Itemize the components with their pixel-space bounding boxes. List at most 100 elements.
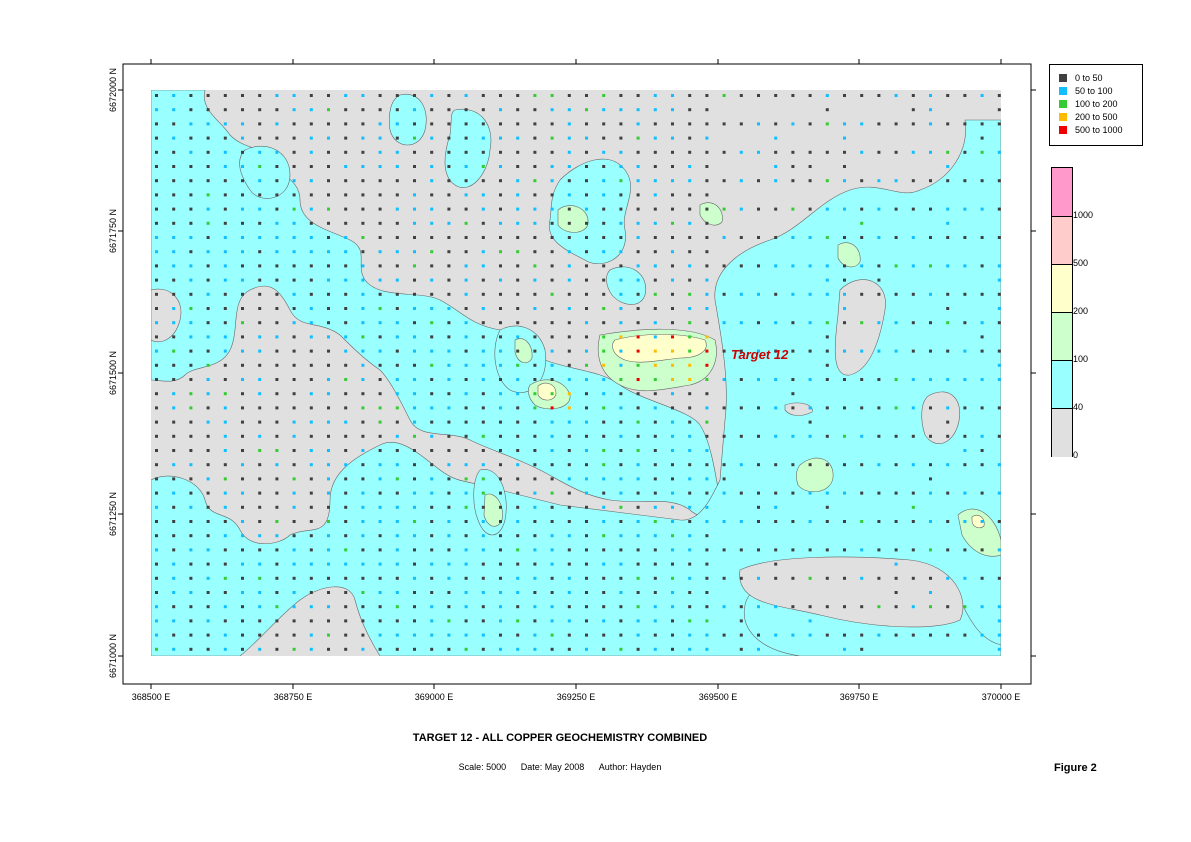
sample-point [258,264,262,268]
sample-point [619,179,623,183]
sample-point [206,108,210,112]
sample-point [894,236,898,239]
sample-point [653,449,657,452]
sample-point [447,278,451,282]
sample-point [739,434,743,438]
sample-point [378,108,382,112]
sample-point [241,619,244,623]
sample-point [688,576,692,580]
sample-point [602,250,606,254]
sample-point [550,349,554,353]
sample-point [430,605,434,609]
sample-point [464,150,468,154]
sample-point [430,165,434,168]
sample-point [757,94,760,97]
sample-point [860,463,864,467]
sample-point [361,449,365,452]
sample-point [309,605,313,609]
sample-point [430,207,434,211]
sample-point [843,605,846,609]
sample-point [585,165,588,168]
sample-point [843,207,846,211]
sample-point [327,363,330,367]
sample-point [671,335,674,339]
sample-point [688,94,692,97]
sample-point [653,520,657,523]
sample-point [585,193,588,197]
sample-point [843,520,846,523]
sample-point [395,94,399,97]
sample-point [378,562,382,566]
sample-point [963,321,967,325]
sample-point [757,236,760,239]
sample-point [671,94,674,97]
sample-point [223,477,227,481]
sample-point [688,562,692,566]
sample-point [189,236,193,239]
sample-point [241,562,244,566]
sample-point [292,463,296,467]
sample-point [516,378,520,381]
sample-point [378,278,382,282]
sample-point [774,236,778,239]
sample-point [481,321,485,325]
sample-point [292,434,296,438]
sample-point [653,591,657,594]
sample-point [344,534,348,538]
sample-point [172,193,176,197]
sample-point [155,434,158,438]
sample-point [516,335,520,339]
sample-point [705,335,709,339]
sample-point [275,335,279,339]
sample-point [430,321,434,325]
sample-point [241,335,244,339]
zone-40-100 [389,93,427,146]
sample-point [946,94,950,97]
sample-point [413,278,416,282]
sample-point [963,94,967,97]
sample-point [413,647,416,651]
sample-point [911,108,915,112]
sample-point [791,548,795,552]
sample-point [825,548,829,552]
sample-point [516,534,520,538]
sample-point [946,434,950,438]
sample-point [516,349,520,353]
sample-point [825,349,829,353]
sample-point [258,321,262,325]
sample-point [361,605,365,609]
sample-point [309,505,313,509]
sample-point [997,122,1001,126]
sample-point [602,505,606,509]
sample-point [344,236,348,239]
sample-point [911,378,915,381]
sample-point [602,576,606,580]
sample-point [361,94,365,97]
zone-40-100 [606,266,647,305]
sample-point [602,108,606,112]
sample-point [361,647,365,651]
sample-point [808,576,812,580]
sample-point [223,150,227,154]
sample-point [808,605,812,609]
sample-point [585,108,588,112]
sample-point [275,108,279,112]
sample-point [155,605,158,609]
sample-point [275,150,279,154]
sample-point [413,136,416,140]
sample-point [172,548,176,552]
sample-point [361,179,365,183]
sample-point [757,179,760,183]
sample-point [705,264,709,268]
sample-point [464,434,468,438]
sample-point [911,505,915,509]
sample-point [499,406,502,410]
sample-point [447,221,451,225]
sample-point [292,605,296,609]
sample-point [980,264,984,268]
sample-point [757,633,760,637]
sample-point [705,150,709,154]
sample-point [172,108,176,112]
sample-point [894,562,898,566]
sample-point [877,434,881,438]
